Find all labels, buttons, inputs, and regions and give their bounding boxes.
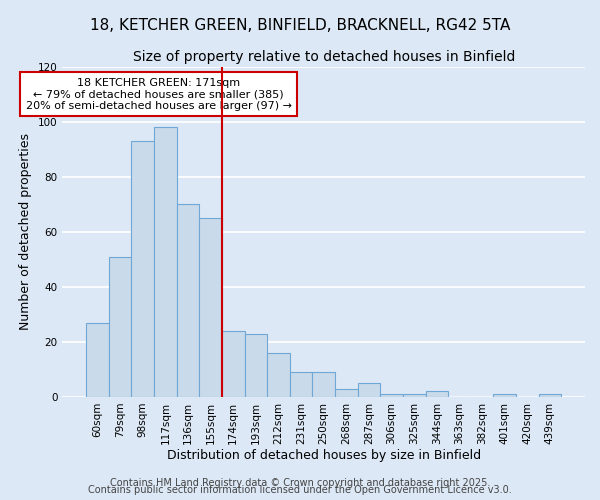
- X-axis label: Distribution of detached houses by size in Binfield: Distribution of detached houses by size …: [167, 450, 481, 462]
- Text: Contains HM Land Registry data © Crown copyright and database right 2025.: Contains HM Land Registry data © Crown c…: [110, 478, 490, 488]
- Bar: [403, 394, 425, 397]
- Text: Contains public sector information licensed under the Open Government Licence v3: Contains public sector information licen…: [88, 485, 512, 495]
- Y-axis label: Number of detached properties: Number of detached properties: [19, 134, 32, 330]
- Bar: [290, 372, 313, 397]
- Title: Size of property relative to detached houses in Binfield: Size of property relative to detached ho…: [133, 50, 515, 64]
- Bar: [154, 127, 176, 397]
- Bar: [313, 372, 335, 397]
- Text: 18 KETCHER GREEN: 171sqm
← 79% of detached houses are smaller (385)
20% of semi-: 18 KETCHER GREEN: 171sqm ← 79% of detach…: [26, 78, 292, 111]
- Bar: [176, 204, 199, 397]
- Bar: [267, 353, 290, 397]
- Bar: [539, 394, 561, 397]
- Bar: [131, 141, 154, 397]
- Bar: [493, 394, 516, 397]
- Bar: [109, 256, 131, 397]
- Bar: [358, 383, 380, 397]
- Bar: [86, 322, 109, 397]
- Bar: [380, 394, 403, 397]
- Bar: [245, 334, 267, 397]
- Bar: [335, 388, 358, 397]
- Text: 18, KETCHER GREEN, BINFIELD, BRACKNELL, RG42 5TA: 18, KETCHER GREEN, BINFIELD, BRACKNELL, …: [90, 18, 510, 32]
- Bar: [425, 392, 448, 397]
- Bar: [199, 218, 222, 397]
- Bar: [222, 331, 245, 397]
